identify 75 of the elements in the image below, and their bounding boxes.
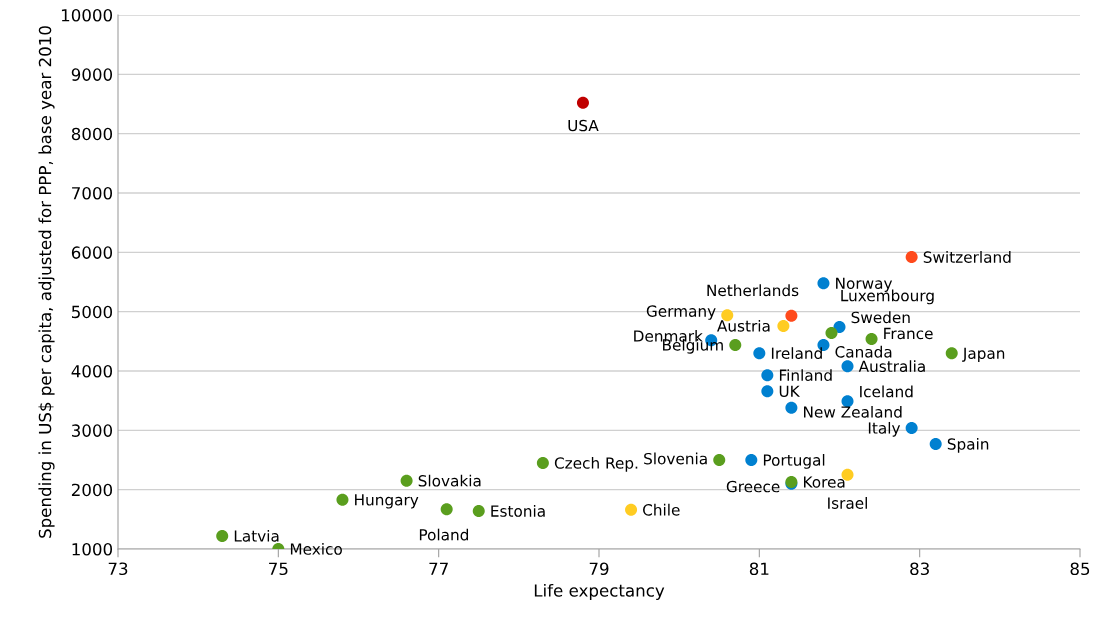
annotation: Chile <box>643 503 680 516</box>
annotation: Slovenia <box>644 452 707 465</box>
annotation: Portugal <box>763 454 825 469</box>
annotation: Netherlands <box>707 284 799 297</box>
annotation: Germany <box>646 305 716 320</box>
point <box>761 385 774 398</box>
y-tick-label: 7000 <box>72 186 113 200</box>
annotation: Japan <box>962 347 1005 362</box>
point <box>753 347 766 360</box>
annotation: Slovakia <box>418 474 481 487</box>
annotation: UK <box>779 385 800 397</box>
annotation: Korea <box>804 476 845 488</box>
y-tick-label: 1000 <box>72 542 113 556</box>
point <box>865 332 878 345</box>
annotation: Finland <box>779 369 832 381</box>
annotation: Latvia <box>234 529 279 542</box>
point <box>761 369 774 382</box>
annotation: Czech Rep. <box>554 456 638 472</box>
x-axis-title: Life expectancy <box>534 583 665 601</box>
annotation: Spain <box>947 437 989 453</box>
point <box>833 321 846 334</box>
annotation: Austria <box>717 319 770 332</box>
y-tick-label: 6000 <box>71 246 113 259</box>
x-tick-label: 75 <box>269 562 288 576</box>
annotation: New Zealand <box>804 405 902 418</box>
point <box>777 319 790 332</box>
y-tick-label: 9000 <box>71 68 113 81</box>
x-tick-label: 81 <box>749 562 769 576</box>
x-tick-label: 73 <box>108 562 128 576</box>
annotation: Canada <box>835 345 892 358</box>
annotation: Australia <box>858 360 925 373</box>
point <box>536 456 549 469</box>
annotation: Iceland <box>860 385 913 398</box>
annotation: Hungary <box>355 494 419 509</box>
point <box>440 503 453 516</box>
x-tick-label: 77 <box>429 562 448 575</box>
point <box>825 327 838 340</box>
point <box>817 277 830 290</box>
annotation: Poland <box>419 528 469 541</box>
x-tick-label: 79 <box>589 562 609 576</box>
y-tick-label: 2000 <box>71 483 113 497</box>
point <box>729 338 742 351</box>
point <box>625 503 638 516</box>
x-tick-label: 85 <box>1070 562 1090 576</box>
y-tick-label: 4000 <box>71 364 113 378</box>
point <box>576 96 589 109</box>
point <box>713 453 726 467</box>
point <box>905 251 918 264</box>
y-tick-label: 8000 <box>71 127 113 141</box>
point <box>745 453 758 467</box>
point <box>785 401 798 414</box>
annotation: Greece <box>726 480 780 493</box>
point <box>472 505 485 518</box>
x-tick-label: 83 <box>910 562 929 576</box>
y-tick-label: 10000 <box>61 8 113 22</box>
point <box>785 309 798 322</box>
annotation: Switzerland <box>923 251 1011 263</box>
y-tick-label: 3000 <box>71 424 113 437</box>
annotation: Mexico <box>290 543 342 555</box>
annotation: France <box>884 327 933 340</box>
point <box>336 493 349 506</box>
y-axis-title: Spending in US$ per capita, adjusted for PPP, base year 2010 <box>38 26 55 538</box>
point <box>905 421 918 434</box>
annotation: Estonia <box>491 505 545 517</box>
point <box>945 347 958 360</box>
point <box>400 474 413 487</box>
point <box>216 529 229 542</box>
y-tick-label: 5000 <box>72 305 113 319</box>
annotation: Sweden <box>851 311 910 324</box>
point <box>929 437 942 450</box>
annotation: Ireland <box>771 347 822 360</box>
annotation: Israel <box>828 497 867 509</box>
annotation: Italy <box>868 421 901 437</box>
point <box>841 360 854 373</box>
annotation: USA <box>568 119 599 132</box>
